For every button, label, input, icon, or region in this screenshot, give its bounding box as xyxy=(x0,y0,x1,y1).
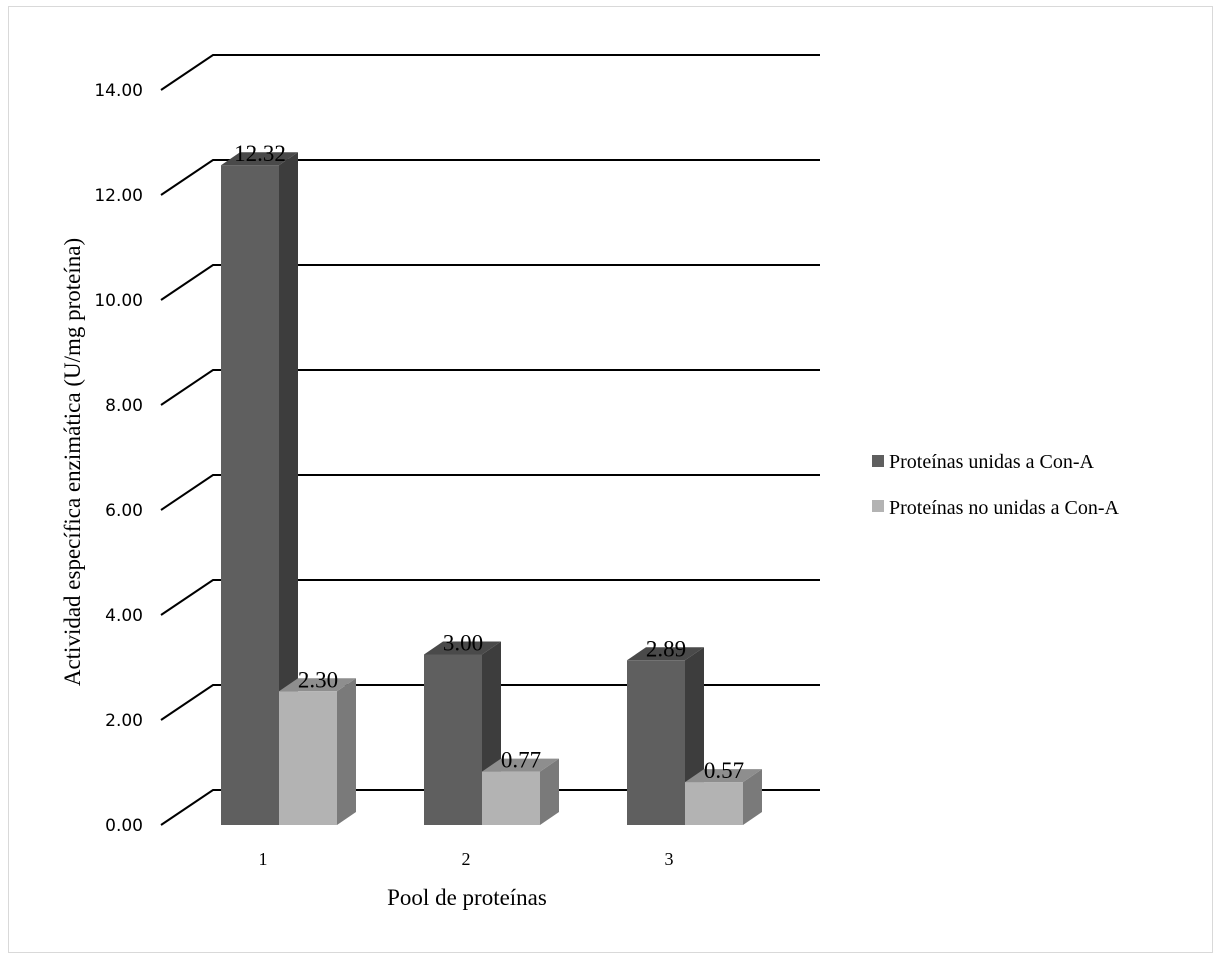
data-label-series-1-cat-2: 3.00 xyxy=(443,631,483,656)
gridline xyxy=(160,684,820,721)
gridline xyxy=(160,54,820,91)
y-tick-label: 10.00 xyxy=(94,291,143,311)
bar-side-series-2-cat-1 xyxy=(337,678,356,825)
y-tick-label: 12.00 xyxy=(94,186,143,206)
data-label-series-2-cat-3: 0.57 xyxy=(704,758,744,783)
legend-label-series-2: Proteínas no unidas a Con-A xyxy=(889,497,1120,519)
y-tick-label: 14.00 xyxy=(94,81,143,101)
y-tick-label: 0.00 xyxy=(105,816,143,836)
bar-series-2-cat-3 xyxy=(685,782,743,825)
y-tick-label: 8.00 xyxy=(105,396,143,416)
bar-top-series-2-cat-2 xyxy=(482,758,559,772)
y-axis-ticks: 0.00 2.00 4.00 6.00 8.00 10.00 12.00 14.00 xyxy=(94,81,143,836)
data-label-series-2-cat-1: 2.30 xyxy=(298,667,338,692)
bar-series-1-cat-3 xyxy=(627,660,685,825)
y-tick-label: 2.00 xyxy=(105,711,143,731)
data-label-series-1-cat-1: 12.32 xyxy=(234,141,286,166)
gridline xyxy=(160,474,820,511)
bars xyxy=(221,152,762,825)
x-tick-label: 1 xyxy=(259,849,268,869)
bar-series-1-cat-2 xyxy=(424,654,482,825)
x-axis-title: Pool de proteínas xyxy=(387,885,547,910)
legend-swatch-series-2 xyxy=(872,500,884,512)
legend-label-series-1: Proteínas unidas a Con-A xyxy=(889,451,1095,473)
gridline xyxy=(160,264,820,301)
y-axis-title: Actividad específica enzimática (U/mg pr… xyxy=(60,238,85,686)
bar-side-series-2-cat-3 xyxy=(743,769,762,825)
data-label-series-2-cat-2: 0.77 xyxy=(501,748,541,773)
legend: Proteínas unidas a Con-A Proteínas no un… xyxy=(872,451,1120,519)
data-label-series-1-cat-3: 2.89 xyxy=(646,636,686,661)
bar-top-series-1-cat-2 xyxy=(424,641,501,655)
legend-swatch-series-1 xyxy=(872,455,884,467)
bar-side-series-1-cat-1 xyxy=(279,152,298,825)
gridline xyxy=(160,579,820,616)
x-tick-label: 3 xyxy=(665,849,674,869)
bar-top-series-2-cat-1 xyxy=(279,678,356,692)
bar-top-series-1-cat-1 xyxy=(221,152,298,166)
bar-series-1-cat-1 xyxy=(221,165,279,825)
gridlines xyxy=(160,54,820,826)
gridline xyxy=(160,369,820,406)
gridline xyxy=(160,159,820,196)
bar-top-series-2-cat-3 xyxy=(685,769,762,783)
data-labels: 12.32 2.30 3.00 0.77 2.89 0.57 xyxy=(234,141,744,783)
bar-series-2-cat-2 xyxy=(482,771,540,825)
x-axis-ticks: 1 2 3 xyxy=(259,849,674,869)
bar-series-2-cat-1 xyxy=(279,691,337,825)
y-tick-label: 6.00 xyxy=(105,501,143,521)
bar-top-series-1-cat-3 xyxy=(627,647,704,661)
bar-side-series-2-cat-2 xyxy=(540,758,559,825)
y-tick-label: 4.00 xyxy=(105,606,143,626)
gridline xyxy=(160,789,820,826)
x-tick-label: 2 xyxy=(462,849,471,869)
